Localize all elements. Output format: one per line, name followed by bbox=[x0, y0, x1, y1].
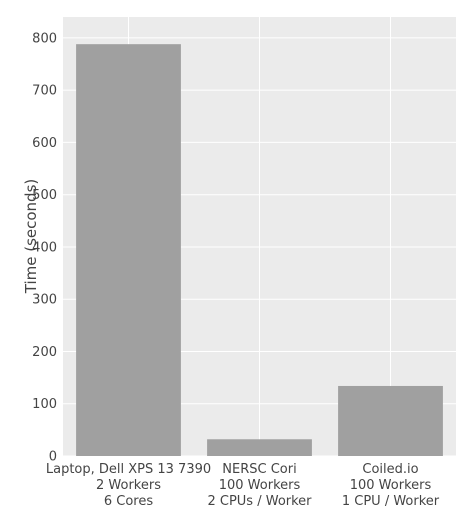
y-tick-label: 700 bbox=[32, 84, 57, 99]
y-tick-label: 500 bbox=[32, 188, 57, 203]
y-tick-label: 800 bbox=[32, 31, 57, 46]
x-axis-ticks: Laptop, Dell XPS 13 7390 2 Workers 6 Cores… bbox=[46, 462, 440, 509]
x-tick-label-line: 1 CPU / Worker bbox=[342, 494, 440, 509]
y-tick-label: 600 bbox=[32, 136, 57, 151]
y-tick-label: 100 bbox=[32, 397, 57, 412]
x-tick-label: NERSC Cori 100 Workers 2 CPUs / Worker bbox=[207, 462, 312, 509]
x-tick-label-line: 6 Cores bbox=[104, 494, 153, 509]
y-axis-ticks: 0 100 200 300 400 500 600 700 800 bbox=[32, 31, 57, 464]
y-tick-label: 200 bbox=[32, 345, 57, 360]
x-tick-label: Laptop, Dell XPS 13 7390 2 Workers 6 Cores bbox=[46, 462, 211, 509]
x-tick-label-line: NERSC Cori bbox=[222, 462, 296, 477]
x-tick-label-line: 2 Workers bbox=[96, 478, 161, 493]
x-tick-label: Coiled.io 100 Workers 1 CPU / Worker bbox=[342, 462, 440, 509]
y-tick-label: 400 bbox=[32, 240, 57, 255]
x-tick-label-line: 100 Workers bbox=[350, 478, 432, 493]
y-tick-label: 300 bbox=[32, 293, 57, 308]
x-tick-label-line: 2 CPUs / Worker bbox=[207, 494, 312, 509]
y-tick-label: 0 bbox=[49, 450, 57, 465]
y-axis-label: Time (seconds) bbox=[22, 179, 40, 295]
bar bbox=[76, 44, 181, 457]
bar bbox=[207, 439, 312, 456]
x-tick-label-line: Laptop, Dell XPS 13 7390 bbox=[46, 462, 211, 477]
x-tick-label-line: 100 Workers bbox=[219, 478, 301, 493]
x-tick-label-line: Coiled.io bbox=[362, 462, 418, 477]
bar bbox=[338, 385, 443, 456]
bars bbox=[76, 44, 443, 457]
